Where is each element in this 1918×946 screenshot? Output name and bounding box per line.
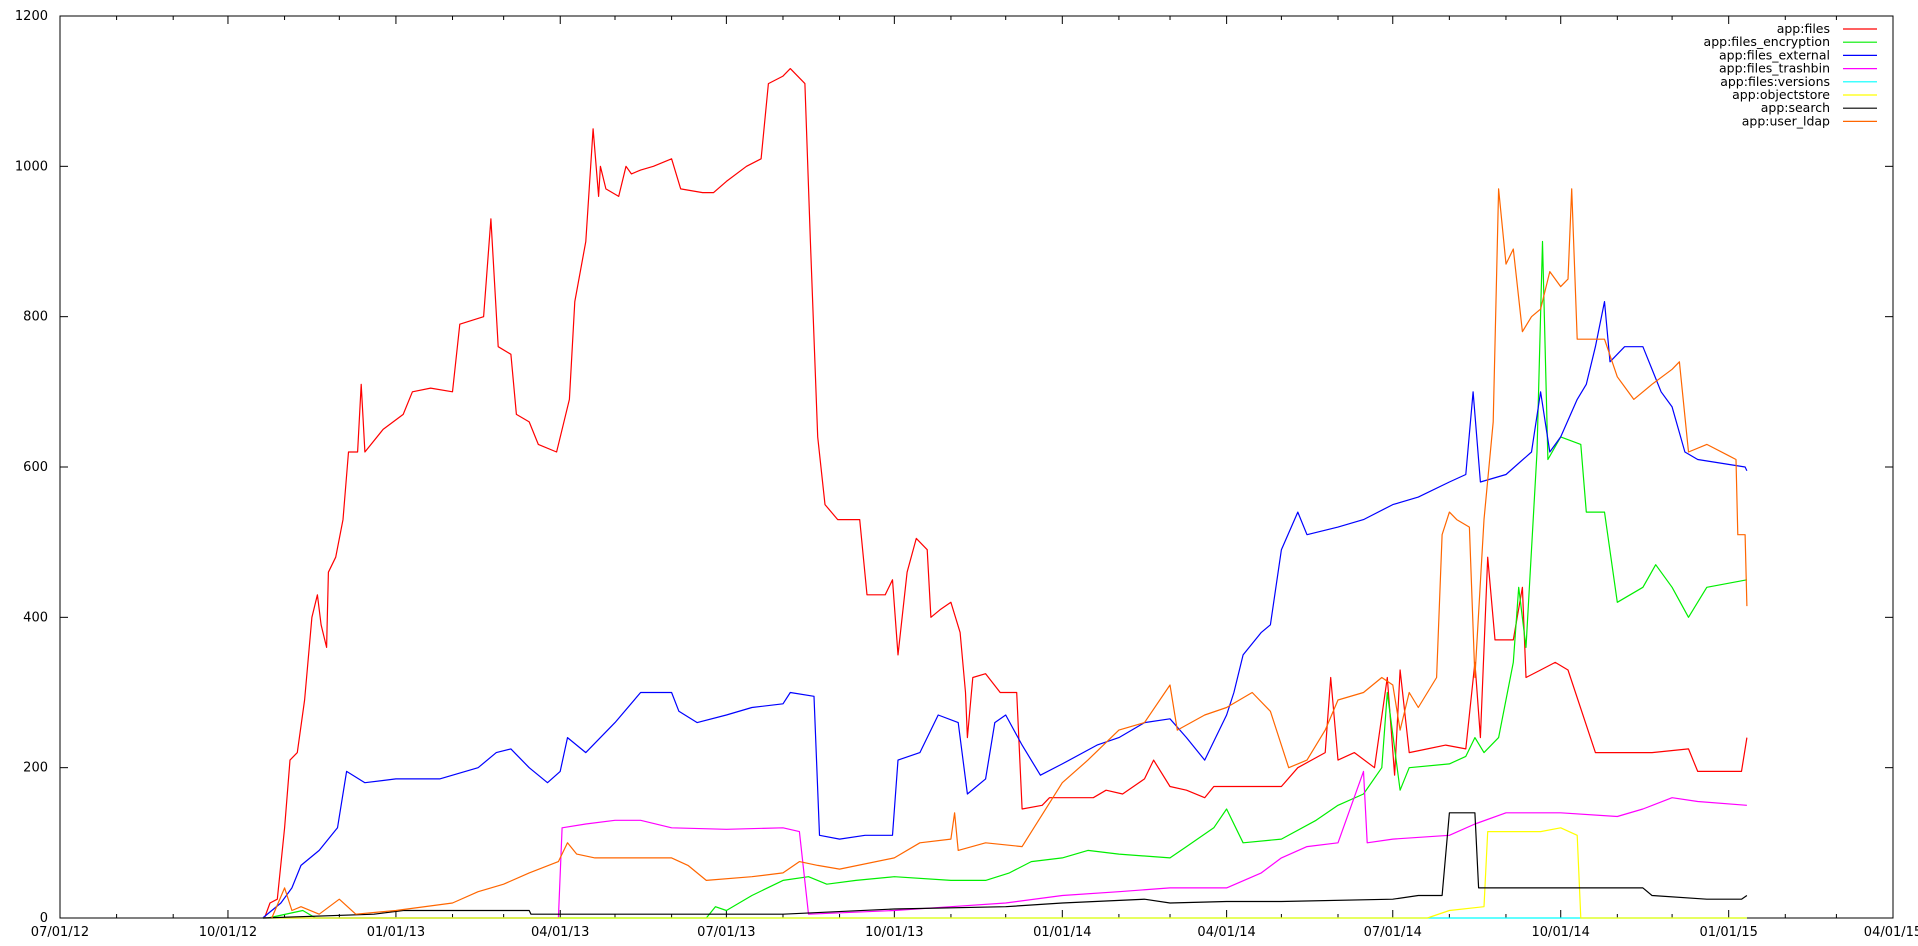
series-line-app-files-trashbin — [262, 770, 1747, 919]
y-tick-label: 1200 — [15, 9, 48, 24]
x-tick-label: 10/01/12 — [199, 925, 257, 940]
y-tick-label: 800 — [23, 310, 48, 325]
y-tick-label: 600 — [23, 460, 48, 475]
x-axis: 07/01/12 10/01/12 01/01/13 04/01/13 07/01/13… — [31, 16, 1918, 940]
legend-label: app:files_external — [1719, 47, 1830, 62]
series-line-app-search — [262, 812, 1748, 919]
legend-label: app:files_encryption — [1704, 34, 1830, 49]
legend-label: app:user_ldap — [1742, 113, 1830, 128]
series-line-app-files-external — [262, 301, 1748, 919]
y-tick-label: 200 — [23, 761, 48, 776]
x-tick-label: 10/01/13 — [865, 925, 923, 940]
series-line-app-files-encryption — [267, 240, 1748, 919]
series-line-app-files — [263, 67, 1748, 919]
x-tick-label: 04/01/13 — [531, 925, 589, 940]
y-axis: 0 200 400 600 800 1000 1200 — [15, 9, 1893, 926]
y-tick-label: 1000 — [15, 159, 48, 174]
x-tick-label: 01/01/13 — [367, 925, 425, 940]
y-tick-label: 0 — [40, 911, 48, 926]
x-tick-label: 07/01/14 — [1364, 925, 1422, 940]
plot-border — [59, 15, 1894, 919]
x-tick-label: 07/01/13 — [697, 925, 755, 940]
legend: app:filesapp:files_encryptionapp:files_e… — [1704, 21, 1877, 128]
plot-frame — [59, 15, 1894, 919]
x-tick-label: 10/01/14 — [1532, 925, 1590, 940]
x-tick-label: 04/01/14 — [1197, 925, 1255, 940]
legend-label: app:objectstore — [1732, 87, 1830, 102]
x-tick-label: 04/01/15 — [1864, 925, 1918, 940]
x-tick-label: 01/01/15 — [1699, 925, 1757, 940]
x-tick-label: 01/01/14 — [1033, 925, 1091, 940]
legend-label: app:files_trashbin — [1719, 61, 1830, 76]
legend-label: app:files — [1777, 21, 1830, 36]
series-lines — [262, 67, 1748, 919]
y-tick-label: 400 — [23, 610, 48, 625]
legend-label: app:search — [1761, 100, 1830, 115]
series-line-app-user-ldap — [271, 188, 1748, 919]
x-tick-label: 07/01/12 — [31, 925, 89, 940]
series-line-app-objectstore — [262, 827, 1747, 919]
legend-label: app:files:versions — [1720, 74, 1830, 89]
